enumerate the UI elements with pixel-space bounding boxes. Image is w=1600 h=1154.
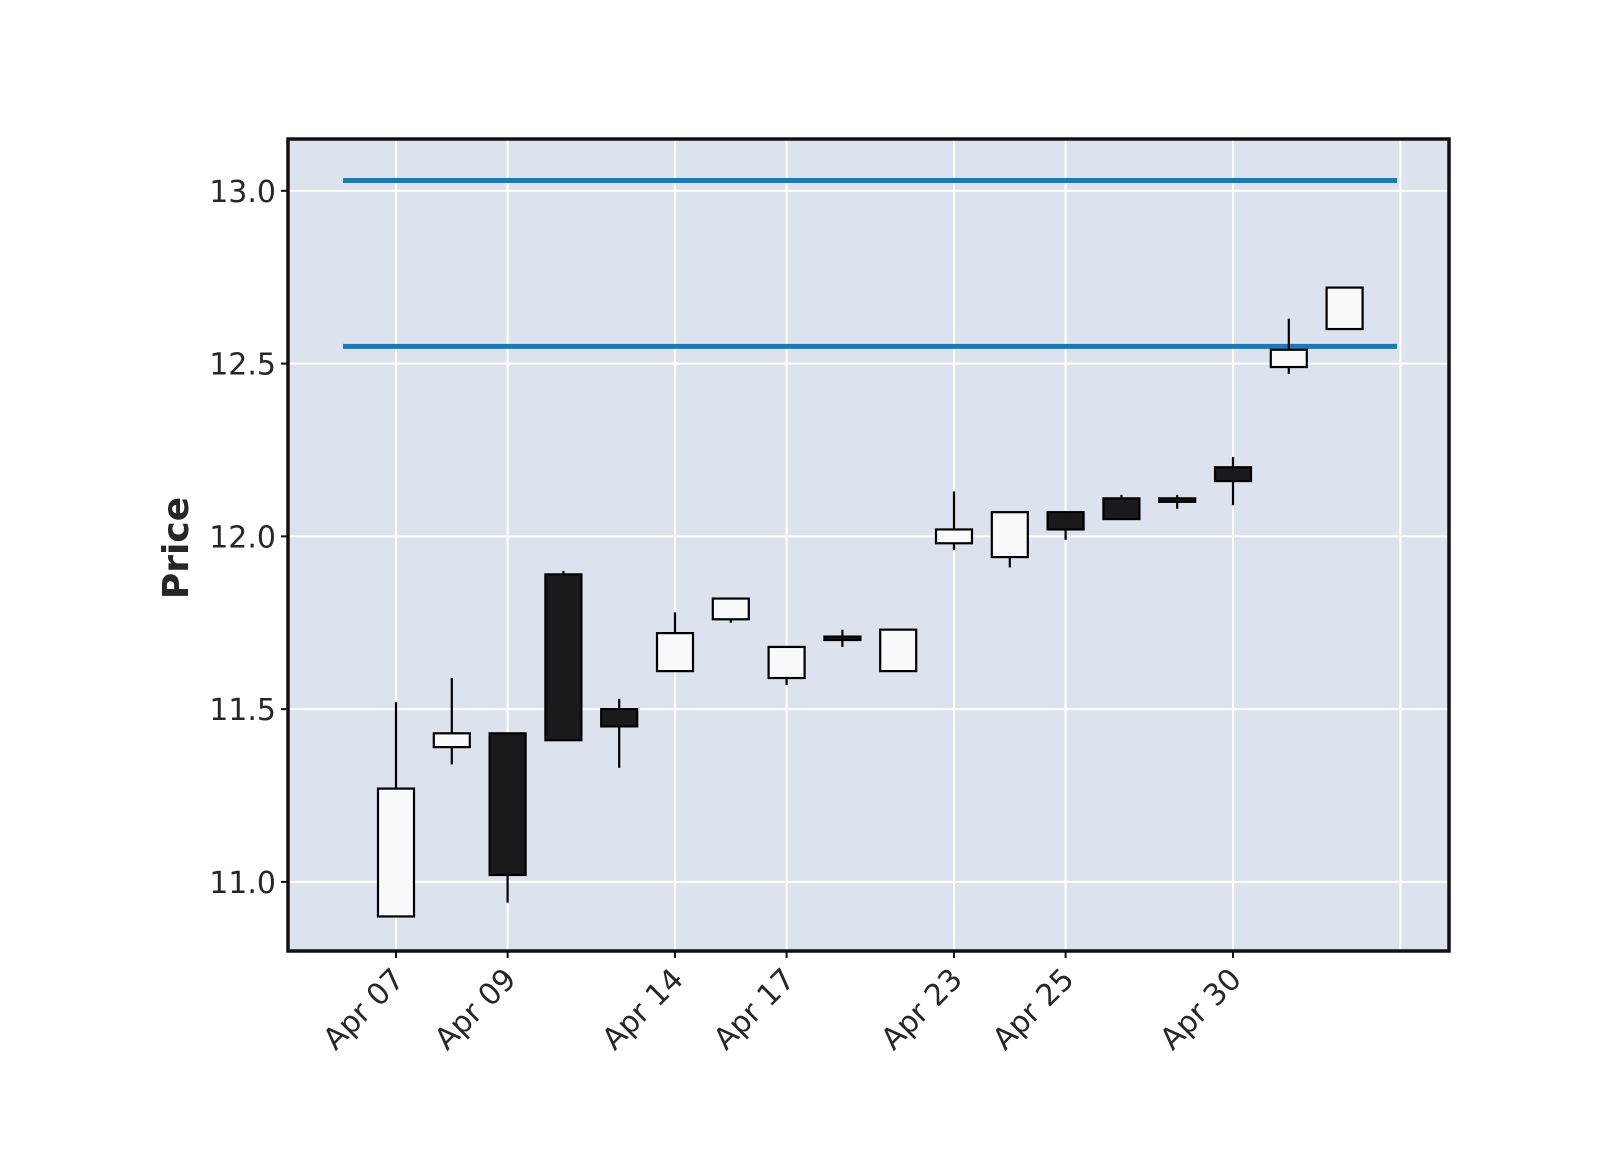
candle-body <box>767 645 806 680</box>
y-tick-label: 12.0 <box>209 520 276 555</box>
candle-body <box>1046 511 1085 531</box>
x-tick-layer: Apr 07 Apr 09 Apr 14 Apr 17 Apr 23 Apr 25 Apr … <box>316 951 1249 1057</box>
candle-body <box>1269 348 1308 369</box>
candle-body <box>376 787 416 918</box>
candle <box>711 597 750 623</box>
candle <box>1102 494 1141 521</box>
candle-body <box>655 632 695 673</box>
candle-body <box>1213 466 1253 483</box>
y-tick-label: 11.5 <box>209 693 276 728</box>
candle <box>376 702 416 918</box>
candle-body <box>488 732 527 877</box>
candle-body <box>1325 286 1364 331</box>
y-tick-label: 13.0 <box>209 175 276 210</box>
candle-layer <box>376 286 1364 918</box>
candle-body <box>544 573 583 742</box>
candle <box>879 628 918 673</box>
candle <box>544 570 583 742</box>
candle-body <box>600 708 639 728</box>
candle <box>1158 494 1197 509</box>
candle <box>1213 456 1253 506</box>
candle <box>767 645 806 685</box>
plot-area-frame <box>286 137 1451 953</box>
x-tick-label: Apr 25 <box>986 962 1081 1057</box>
candle <box>823 629 862 647</box>
candle-body <box>1158 497 1197 503</box>
candle <box>432 678 471 765</box>
x-tick-label: Apr 17 <box>707 962 802 1057</box>
y-tick-label: 12.5 <box>209 348 276 383</box>
candle <box>990 511 1029 568</box>
candle-body <box>934 528 974 545</box>
candle-body <box>432 732 471 749</box>
candle <box>655 612 695 673</box>
x-tick-label: Apr 14 <box>595 962 690 1057</box>
x-tick-label: Apr 23 <box>874 962 969 1057</box>
candle <box>488 732 527 903</box>
candle-body <box>879 628 918 673</box>
y-axis-label: Price <box>156 497 197 599</box>
candle-body <box>823 635 862 642</box>
candle <box>1269 318 1308 374</box>
candle <box>1325 286 1364 331</box>
y-tick-label: 11.0 <box>209 866 276 901</box>
x-tick-label: Apr 30 <box>1153 962 1248 1057</box>
y-tick-layer: 11.0 11.5 12.0 12.5 13.0 <box>209 175 288 901</box>
candle-body <box>711 597 750 621</box>
grid-layer <box>288 139 1449 951</box>
candle <box>1046 511 1085 540</box>
candle-body <box>990 511 1029 559</box>
hline-layer <box>343 177 1397 349</box>
x-tick-label: Apr 07 <box>316 962 411 1057</box>
candle-body <box>1102 497 1141 521</box>
x-tick-label: Apr 09 <box>428 962 523 1057</box>
candle <box>934 491 974 551</box>
plot-area-background <box>288 139 1449 951</box>
candle <box>600 698 639 768</box>
